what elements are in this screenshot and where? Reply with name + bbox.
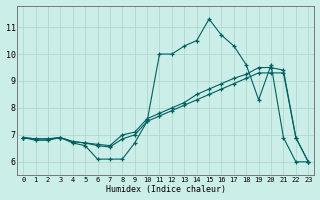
X-axis label: Humidex (Indice chaleur): Humidex (Indice chaleur) (106, 185, 226, 194)
